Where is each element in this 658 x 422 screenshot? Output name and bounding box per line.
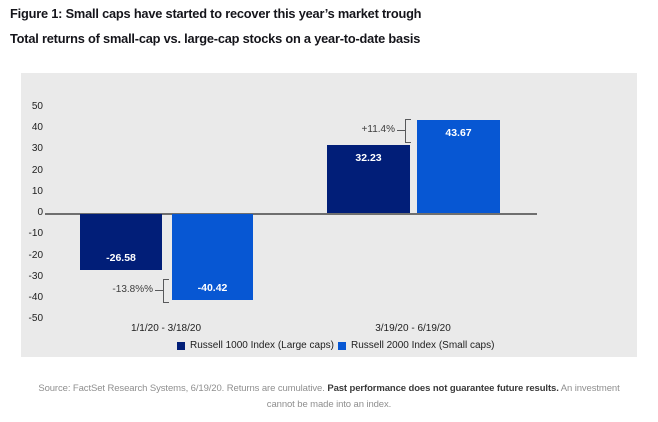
- figure-title: Figure 1: Small caps have started to rec…: [10, 6, 422, 21]
- source-note-regular: Source: FactSet Research Systems, 6/19/2…: [38, 383, 328, 394]
- source-note-regular: An investment: [558, 383, 620, 394]
- difference-bracket-connector: [397, 130, 405, 131]
- y-axis-tick-label: 40: [31, 122, 43, 133]
- difference-bracket-line: [405, 119, 406, 143]
- chart-panel: +11.4% -13.8%% 1/1/20 - 3/18/20 3/19/20 …: [21, 73, 637, 357]
- difference-bracket-connector: [155, 290, 163, 291]
- bar-value-label: -40.42: [197, 281, 228, 294]
- bar-russell-2000-group-1: -40.42: [172, 214, 253, 300]
- difference-bracket-line: [163, 279, 164, 303]
- legend-swatch-icon: [177, 341, 185, 350]
- legend-label: Russell 1000 Index (Large caps): [190, 340, 334, 351]
- y-axis-tick-label: -40: [28, 292, 43, 303]
- y-axis-tick-label: -10: [28, 228, 43, 240]
- source-note-disclaimer-bold: Past performance does not guarantee futu…: [327, 383, 559, 394]
- bar-value-label: 32.23: [355, 151, 382, 164]
- bar-russell-1000-group-2: 32.23: [327, 144, 410, 213]
- legend-swatch-icon: [338, 341, 346, 350]
- difference-bracket-tick: [163, 302, 169, 303]
- source-note-line2: cannot be made into an index.: [266, 399, 392, 410]
- y-axis-tick-label: 20: [31, 164, 43, 176]
- y-axis-tick-label: -50: [28, 313, 43, 325]
- difference-bracket-tick: [163, 279, 169, 280]
- figure-subtitle: Total returns of small-cap vs. large-cap…: [10, 31, 421, 46]
- category-label-period-1: 1/1/20 - 3/18/20: [130, 323, 202, 334]
- difference-bracket-tick: [405, 142, 411, 143]
- difference-bracket-tick: [405, 119, 411, 120]
- legend-item-russell-2000: Russell 2000 Index (Small caps): [338, 340, 494, 351]
- y-axis-tick-label: 10: [31, 185, 43, 197]
- y-axis-tick-label: -20: [28, 249, 43, 261]
- source-note: Source: FactSet Research Systems, 6/19/2…: [0, 381, 658, 413]
- bar-russell-1000-group-1: -26.58: [80, 214, 162, 271]
- bar-value-label: -26.58: [106, 252, 136, 265]
- y-axis-tick-label: -30: [28, 270, 43, 282]
- annotation-label-negative-difference: -13.8%%: [112, 284, 153, 295]
- legend-label: Russell 2000 Index (Small caps): [351, 340, 495, 351]
- annotation-label-positive-difference: +11.4%: [361, 124, 395, 135]
- y-axis-tick-label: 30: [31, 143, 43, 155]
- y-axis-tick-label: 0: [37, 207, 43, 218]
- x-axis-zero-line: [45, 213, 537, 215]
- bar-russell-2000-group-2: 43.67: [417, 120, 500, 213]
- bar-value-label: 43.67: [445, 127, 472, 140]
- y-axis-tick-label: 50: [31, 100, 43, 112]
- legend-item-russell-1000: Russell 1000 Index (Large caps): [177, 340, 334, 351]
- category-label-period-2: 3/19/20 - 6/19/20: [375, 323, 451, 334]
